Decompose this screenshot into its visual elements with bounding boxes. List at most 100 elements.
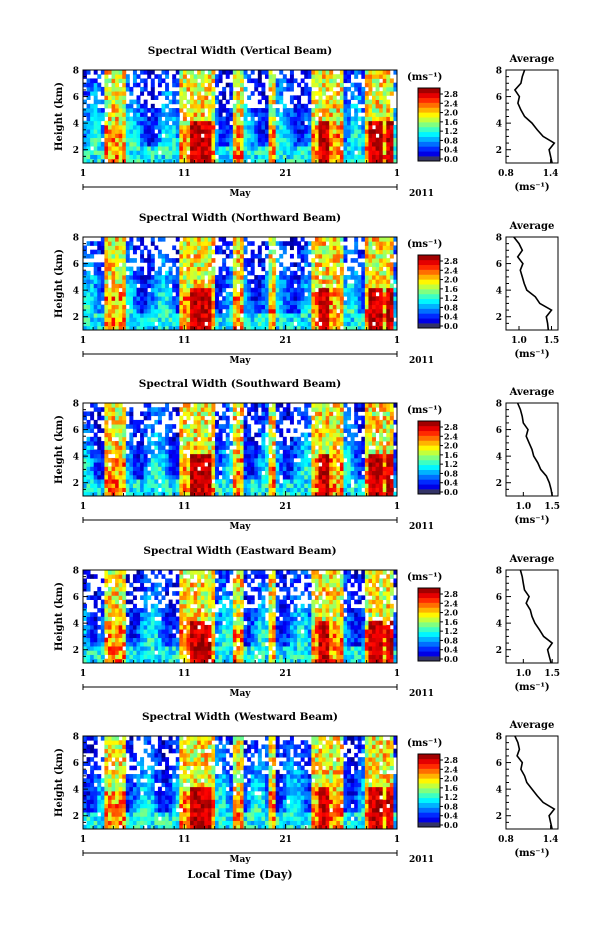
colorbar-swatch	[418, 303, 440, 309]
heatmap-cell	[368, 103, 373, 109]
heatmap-cell	[97, 441, 102, 446]
heatmap-cell	[197, 245, 202, 251]
heatmap-cell	[179, 296, 184, 301]
heatmap-cell	[143, 103, 148, 109]
heatmap-cell	[304, 479, 309, 484]
heatmap-cell	[225, 466, 230, 472]
heatmap-cell	[200, 308, 205, 314]
heatmap-cell	[125, 291, 130, 297]
heatmap-cell	[289, 74, 294, 79]
panel-title: Spectral Width (Northward Beam)	[139, 212, 341, 224]
heatmap-cell	[86, 95, 91, 100]
heatmap-cell	[118, 245, 123, 251]
heatmap-cell	[211, 237, 216, 242]
colorbar-tick-label: 0.4	[444, 312, 458, 322]
heatmap-cell	[257, 308, 262, 314]
heatmap-cell	[311, 428, 316, 433]
heatmap-cell	[386, 103, 391, 109]
heatmap-cell	[200, 317, 205, 322]
heatmap-cell	[297, 304, 302, 310]
heatmap-cell	[193, 411, 198, 417]
heatmap-cell	[329, 424, 334, 429]
heatmap-cell	[229, 291, 234, 297]
heatmap-cell	[364, 120, 369, 126]
heatmap-cell	[254, 407, 259, 412]
heatmap-cell	[257, 462, 262, 467]
heatmap-cell	[175, 300, 180, 306]
heatmap-cell	[357, 317, 362, 322]
heatmap-cell	[193, 313, 198, 318]
heatmap-cell	[350, 470, 355, 476]
heatmap-cell	[93, 436, 98, 442]
heatmap-cell	[311, 300, 316, 306]
heatmap-cell	[336, 279, 341, 284]
heatmap-cell	[150, 313, 155, 318]
heatmap-cell	[357, 487, 362, 493]
heatmap-cell	[332, 82, 337, 88]
heatmap-cell	[204, 133, 209, 139]
heatmap-cell	[175, 487, 180, 493]
heatmap-cell	[382, 237, 387, 242]
heatmap-cell	[107, 241, 112, 246]
heatmap-cell	[83, 487, 87, 493]
heatmap-cell	[261, 474, 266, 480]
heatmap-cell	[86, 91, 91, 96]
heatmap-cell	[393, 116, 398, 122]
heatmap-cell	[140, 116, 145, 122]
heatmap-cell	[372, 103, 376, 109]
heatmap-cell	[111, 129, 116, 134]
heatmap-cell	[240, 474, 244, 480]
heatmap-cell	[118, 317, 123, 322]
heatmap-cell	[147, 470, 152, 476]
heatmap-cell	[232, 275, 237, 280]
heatmap-cell	[190, 436, 195, 442]
heatmap-cell	[379, 241, 384, 246]
heatmap-cell	[389, 146, 394, 151]
heatmap-cell	[225, 313, 230, 318]
heatmap-cell	[375, 317, 380, 322]
heatmap-cell	[386, 262, 391, 267]
heatmap-cell	[268, 129, 273, 134]
heatmap-cell	[304, 74, 309, 79]
heatmap-cell	[100, 146, 105, 151]
heatmap-cell	[207, 411, 212, 417]
heatmap-cell	[154, 245, 159, 251]
heatmap-cell	[382, 317, 387, 322]
heatmap-cell	[286, 483, 291, 488]
heatmap-cell	[207, 237, 212, 242]
heatmap-cell	[154, 325, 159, 331]
heatmap-cell	[147, 158, 152, 164]
heatmap-cell	[168, 441, 173, 446]
heatmap-cell	[361, 146, 366, 151]
heatmap-cell	[161, 462, 166, 467]
heatmap-cell	[132, 249, 137, 255]
heatmap-cell	[240, 150, 244, 155]
heatmap-cell	[372, 241, 376, 246]
heatmap-cell	[257, 249, 262, 255]
heatmap-cell	[204, 419, 209, 425]
heatmap-cell	[211, 146, 216, 151]
heatmap-cell	[232, 321, 237, 327]
heatmap-cell	[357, 291, 362, 297]
heatmap-cell	[236, 491, 241, 497]
heatmap-cell	[165, 158, 170, 164]
heatmap-cell	[347, 266, 352, 272]
heatmap-cell	[322, 403, 327, 408]
heatmap-cell	[247, 449, 252, 455]
heatmap-cell	[386, 283, 391, 289]
heatmap-cell	[143, 150, 148, 155]
heatmap-cell	[243, 479, 248, 484]
heatmap-cell	[240, 91, 244, 96]
heatmap-cell	[318, 154, 323, 160]
heatmap-cell	[172, 78, 177, 84]
heatmap-cell	[104, 415, 109, 421]
heatmap-cell	[297, 287, 302, 293]
heatmap-cell	[297, 137, 302, 143]
heatmap-cell	[165, 279, 170, 284]
panel-2: Spectral Width (Northward Beam)2468Heigh…	[54, 212, 559, 366]
heatmap-cell	[375, 158, 380, 164]
heatmap-cell	[100, 483, 105, 488]
heatmap-cell	[375, 313, 380, 318]
heatmap-cell	[193, 237, 198, 242]
heatmap-cell	[179, 74, 184, 79]
